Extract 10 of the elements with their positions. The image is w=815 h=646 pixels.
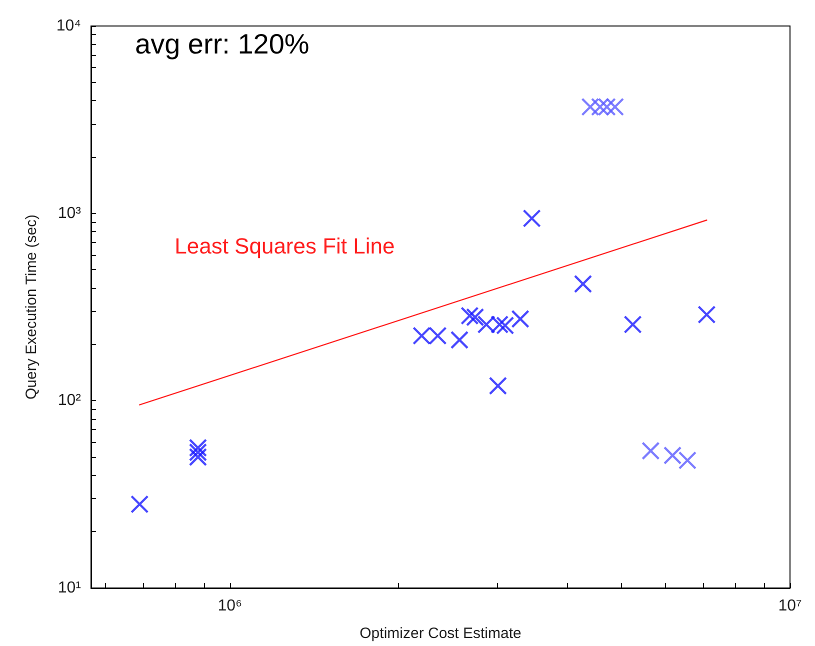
x-tick-label: 10⁶ bbox=[218, 598, 242, 614]
annotation: avg err: 120% bbox=[135, 28, 310, 60]
y-tick-label: 10² bbox=[58, 392, 82, 410]
text: Least Squares Fit Line bbox=[174, 233, 395, 258]
x-tick-label: 10⁷ bbox=[778, 598, 802, 614]
x-axis-title: Optimizer Cost Estimate bbox=[360, 625, 522, 642]
y-tick-label: 10¹ bbox=[58, 580, 81, 596]
y-tick-label: 10³ bbox=[58, 204, 82, 222]
y-axis-title: Query Execution Time (sec) bbox=[23, 214, 40, 400]
y-tick-label: 10⁴ bbox=[56, 18, 82, 34]
